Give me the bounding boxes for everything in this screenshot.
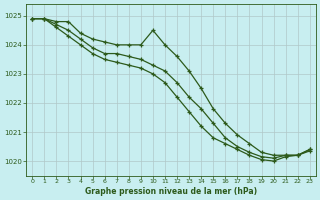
X-axis label: Graphe pression niveau de la mer (hPa): Graphe pression niveau de la mer (hPa): [85, 187, 257, 196]
